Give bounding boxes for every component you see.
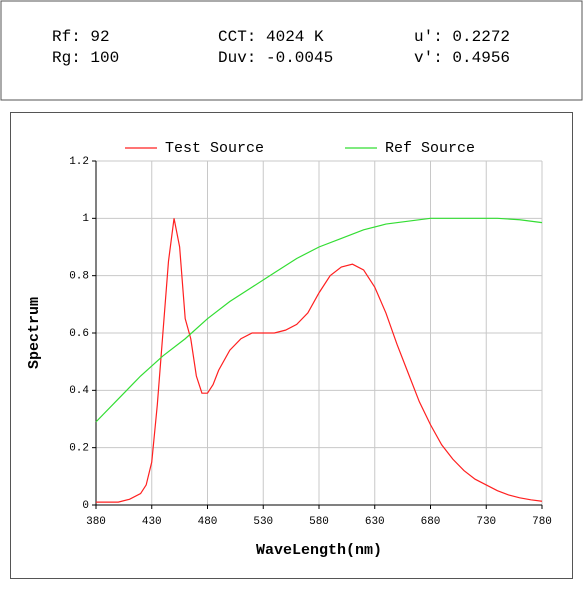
metric-label: Rf: — [52, 28, 81, 46]
y-tick-label: 1.2 — [69, 156, 89, 168]
metric: u': 0.2272 — [414, 28, 510, 46]
x-tick-label: 380 — [86, 516, 106, 528]
x-tick-label: 580 — [309, 516, 329, 528]
metric-label: CCT: — [218, 28, 256, 46]
metric-value: 0.2272 — [452, 28, 510, 46]
metric: Rf: 92 — [52, 28, 110, 46]
x-tick-label: 630 — [365, 516, 385, 528]
x-tick-label: 530 — [253, 516, 273, 528]
metric-label: Duv: — [218, 49, 256, 67]
x-axis-label: WaveLength(nm) — [256, 542, 382, 559]
metric-label: u': — [414, 28, 443, 46]
metric-label: v': — [414, 49, 443, 67]
x-tick-label: 430 — [142, 516, 162, 528]
metric-value: -0.0045 — [266, 49, 333, 67]
y-tick-label: 0.4 — [69, 385, 89, 397]
y-tick-label: 1 — [82, 213, 89, 225]
x-tick-label: 780 — [532, 516, 552, 528]
metric-label: Rg: — [52, 49, 81, 67]
legend-label: Ref Source — [385, 140, 475, 157]
metric-value: 100 — [90, 49, 119, 67]
y-tick-label: 0.6 — [69, 328, 89, 340]
metric: v': 0.4956 — [414, 49, 510, 67]
metric-value: 4024 — [266, 28, 304, 46]
metric-value: 0.4956 — [452, 49, 510, 67]
y-tick-label: 0.2 — [69, 443, 89, 455]
metric: Duv: -0.0045 — [218, 49, 333, 67]
x-tick-label: 680 — [421, 516, 441, 528]
metric: Rg: 100 — [52, 49, 119, 67]
metric: CCT: 4024 K — [218, 28, 324, 46]
legend-label: Test Source — [165, 140, 264, 157]
y-tick-label: 0 — [82, 500, 89, 512]
x-tick-label: 730 — [476, 516, 496, 528]
y-axis-label: Spectrum — [26, 297, 43, 369]
metric-unit: K — [314, 28, 324, 46]
x-tick-label: 480 — [198, 516, 218, 528]
y-tick-label: 0.8 — [69, 271, 89, 283]
series-line — [95, 217, 543, 423]
series-line — [96, 218, 543, 503]
metric-value: 92 — [90, 28, 109, 46]
metrics-panel — [0, 0, 583, 101]
